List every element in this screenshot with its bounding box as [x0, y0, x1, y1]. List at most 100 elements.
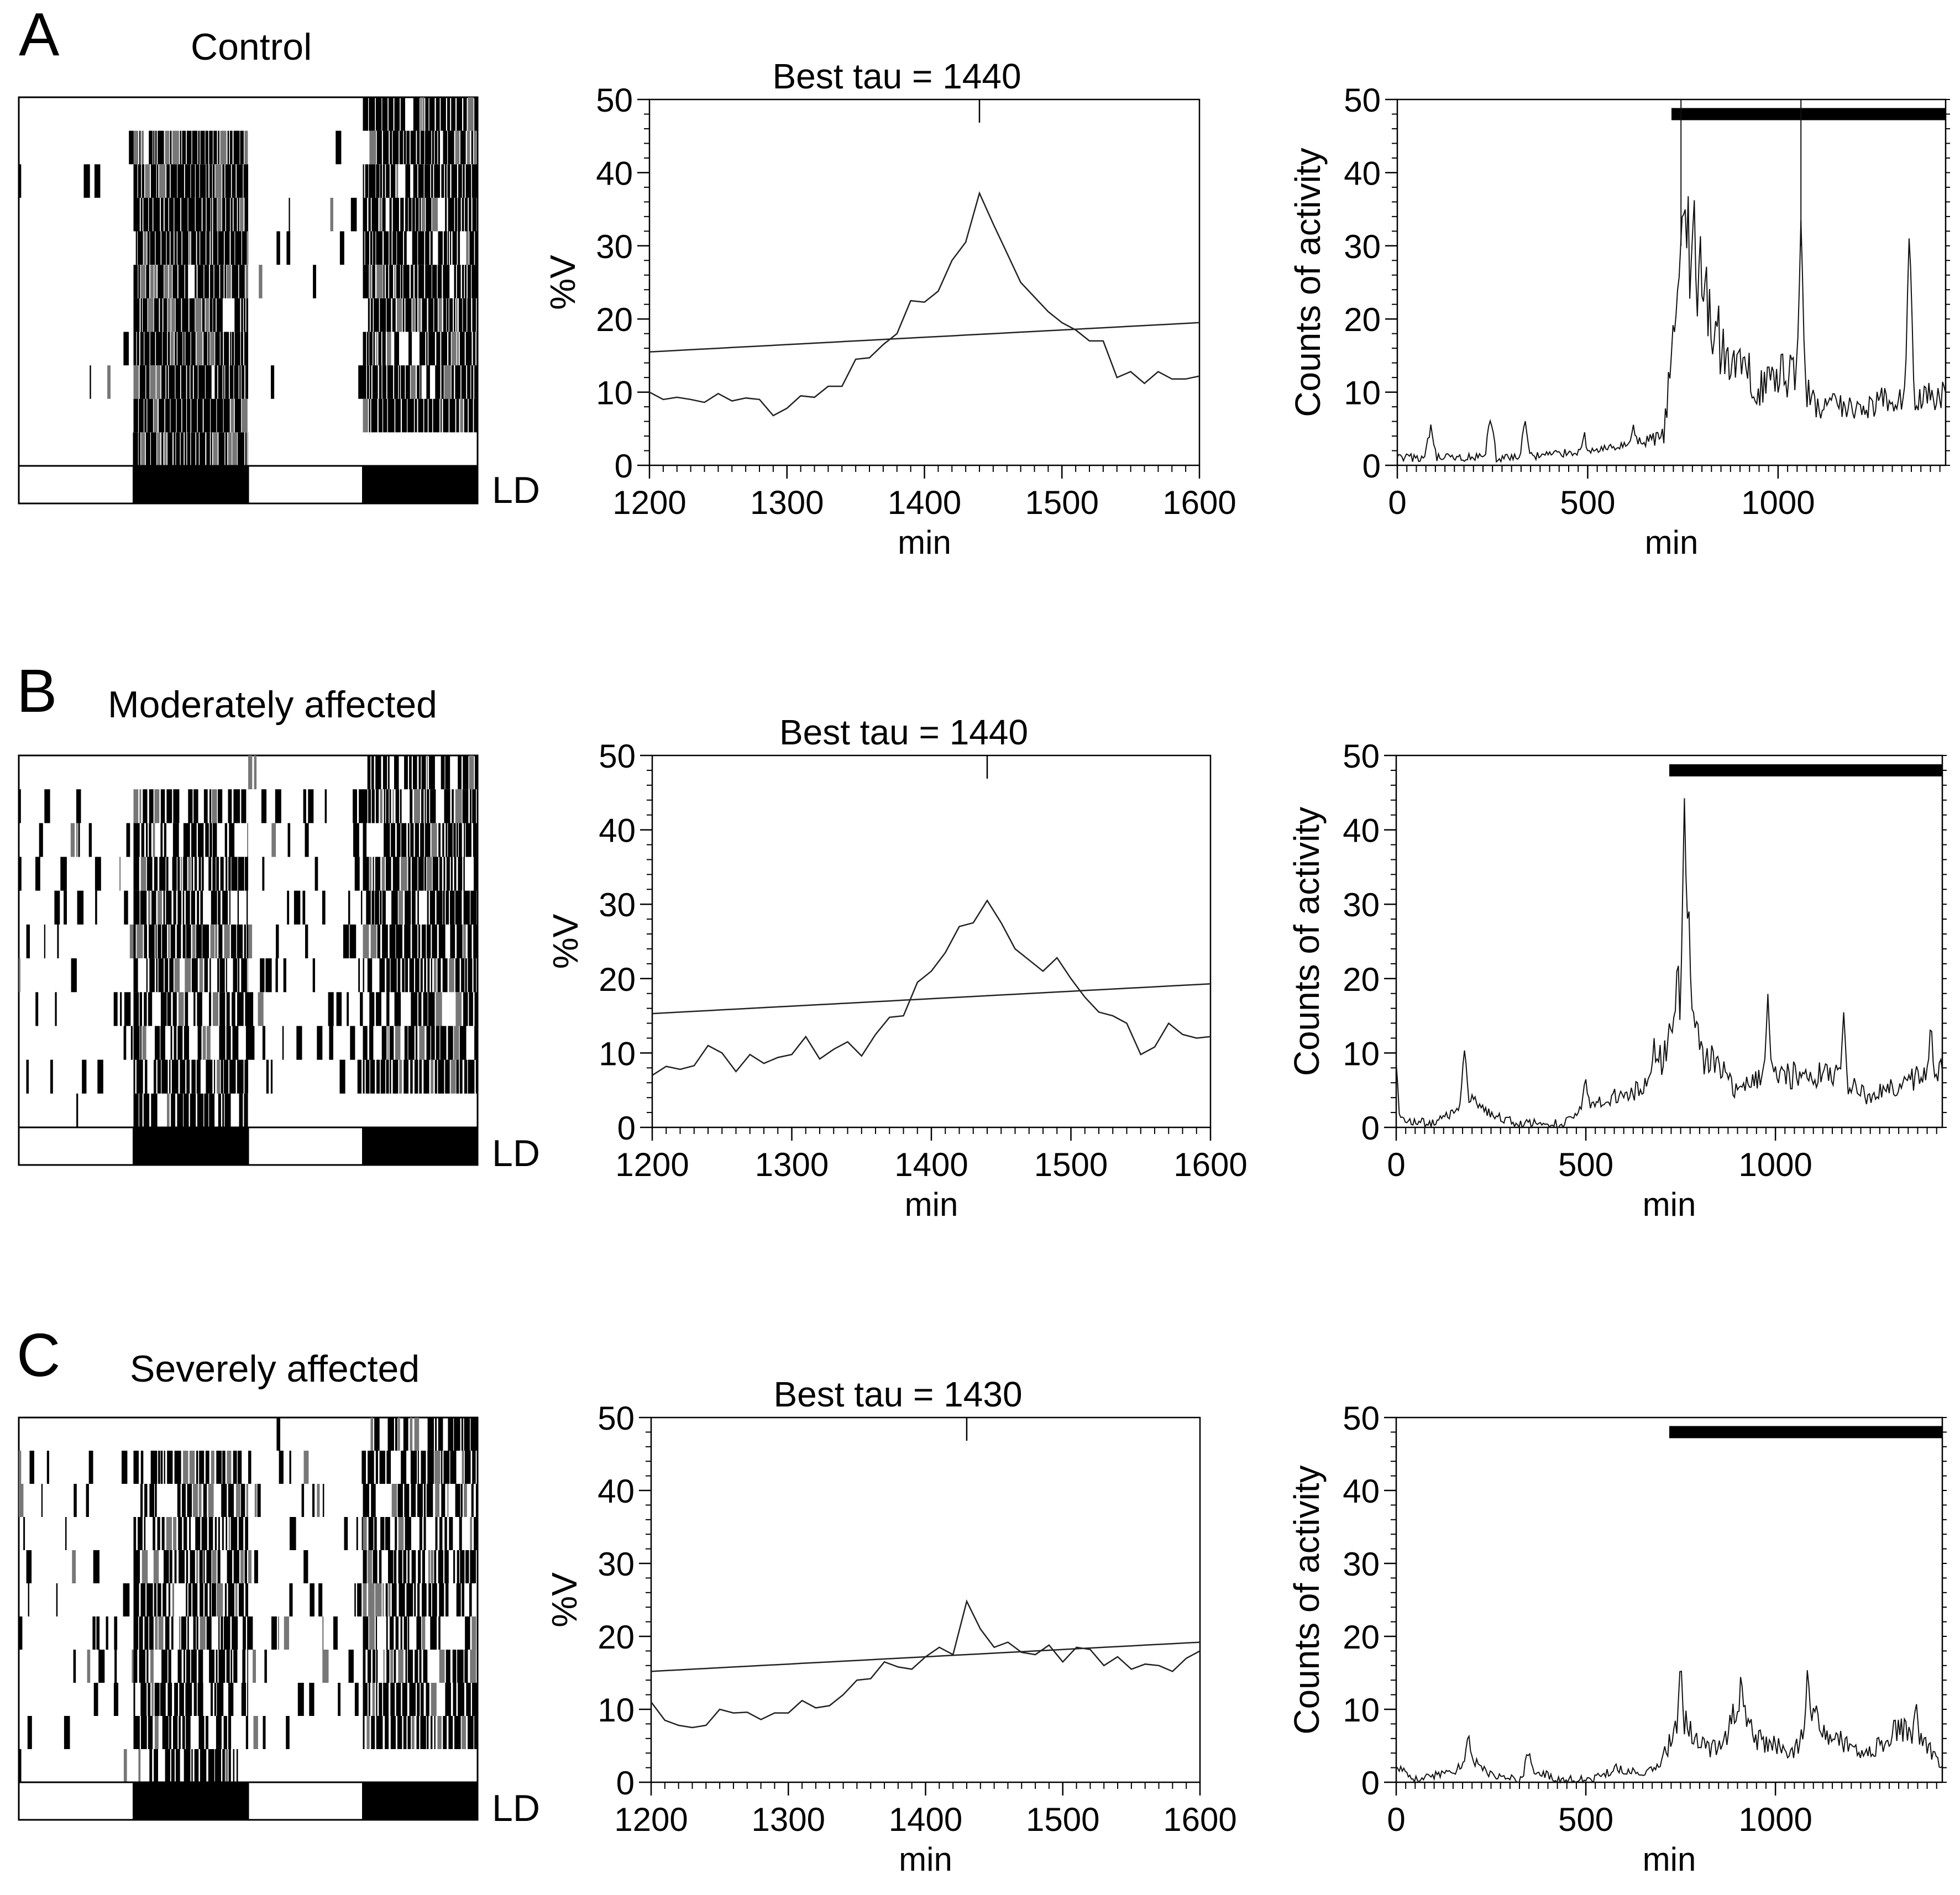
actogram-activity-bar [471, 265, 478, 298]
actogram-activity-bar [237, 1451, 242, 1484]
actogram-activity-bar [309, 1683, 315, 1716]
x-tick-label: 1500 [1034, 1146, 1108, 1183]
actogram-activity-bar [206, 231, 210, 265]
actogram-activity-bar [349, 924, 357, 959]
actogram-activity-bar [386, 1451, 391, 1484]
actogram-activity-bar [363, 1451, 366, 1484]
actogram-activity-bar [140, 265, 145, 298]
actogram-activity-bar [200, 164, 206, 198]
actogram-activity-bar [475, 1059, 478, 1094]
actogram-activity-bar [248, 1026, 255, 1060]
actogram-activity-bar [423, 1059, 429, 1094]
actogram-activity-bar [379, 197, 382, 232]
y-axis-label: %V [543, 255, 583, 310]
actogram-activity-bar [180, 1059, 186, 1094]
actogram-activity-bar [391, 823, 395, 857]
actogram-activity-bar [418, 298, 421, 332]
actogram-activity-bar [133, 1550, 140, 1583]
actogram-activity-bar [339, 1059, 345, 1094]
actogram-activity-bar [431, 1716, 433, 1749]
y-tick-label: 20 [1343, 961, 1380, 998]
actogram-activity-bar [226, 958, 227, 993]
actogram-activity-bar [399, 365, 400, 399]
actogram-activity-bar [190, 1550, 195, 1583]
actogram-activity-bar [195, 1517, 201, 1550]
actogram-activity-bar [211, 432, 212, 466]
actogram-activity-bar [360, 992, 363, 1026]
actogram-activity-bar [469, 1583, 472, 1616]
actogram-activity-bar [209, 1093, 215, 1127]
actogram-activity-bar [165, 1616, 170, 1650]
x-tick-label: 1400 [894, 1146, 968, 1183]
actogram-activity-bar [211, 890, 217, 925]
actogram-activity-bar [271, 1616, 277, 1650]
actogram-activity-bar [398, 1550, 402, 1583]
actogram-activity-bar [460, 130, 466, 165]
actogram-activity-bar [476, 332, 478, 366]
actogram-activity-bar [401, 823, 407, 857]
actogram-activity-bar [396, 1683, 401, 1716]
actogram-activity-bar [438, 924, 446, 959]
actogram-activity-bar [386, 1650, 390, 1683]
actogram-activity-bar [405, 890, 411, 925]
actogram-activity-bar [133, 1616, 139, 1650]
actogram-activity-bar [322, 890, 326, 925]
actogram-activity-bar [336, 130, 342, 165]
actogram-activity-bar [133, 1650, 138, 1683]
actogram-activity-bar [464, 1484, 467, 1517]
actogram-activity-bar [189, 1517, 191, 1550]
actogram-activity-bar [142, 130, 144, 165]
actogram-activity-bar [371, 755, 374, 790]
actogram-activity-bar [376, 1059, 380, 1094]
actogram-activity-bar [411, 1550, 416, 1583]
actogram-activity-bar [156, 332, 163, 366]
actogram-activity-bar [254, 1550, 258, 1583]
actogram-activity-bar [122, 1451, 128, 1484]
actogram-activity-bar [467, 265, 471, 298]
actogram-activity-bar [454, 265, 456, 298]
actogram-activity-bar [247, 1650, 248, 1683]
actogram-activity-bar [182, 298, 188, 332]
actogram-activity-bar [403, 265, 410, 298]
actogram-activity-bar [149, 130, 153, 165]
actogram-activity-bar [178, 265, 185, 298]
actogram-activity-bar [458, 857, 463, 891]
actogram-activity-bar [472, 1683, 478, 1716]
actogram-activity-bar [185, 265, 188, 298]
actogram-activity-bar [450, 890, 455, 925]
actogram-activity-bar [466, 231, 469, 265]
actogram-activity-bar [403, 1616, 407, 1650]
actogram-activity-bar [428, 1550, 431, 1583]
actogram-activity-bar [217, 958, 219, 993]
x-tick-label: 1600 [1163, 1801, 1236, 1838]
actogram-activity-bar [318, 1583, 323, 1616]
actogram-activity-bar [196, 1550, 198, 1583]
actogram-activity-bar [187, 1616, 189, 1650]
actogram-activity-bar [188, 1583, 192, 1616]
actogram-activity-bar [141, 432, 145, 466]
actogram-activity-bar [462, 197, 464, 232]
actogram-activity-bar [198, 1484, 202, 1517]
actogram-activity-bar [174, 1550, 177, 1583]
actogram-activity-bar [234, 398, 242, 433]
actogram-activity-bar [450, 857, 453, 891]
actogram-activity-bar [224, 1616, 230, 1650]
actogram-activity-bar [150, 365, 156, 399]
actogram-activity-bar [389, 789, 391, 823]
actogram-activity-bar [173, 789, 180, 823]
actogram-activity-bar [230, 1517, 238, 1550]
actogram-activity-bar [163, 890, 165, 925]
actogram-activity-bar [237, 1059, 244, 1094]
actogram-b [18, 754, 479, 1166]
actogram-activity-bar [303, 1550, 308, 1583]
actogram-activity-bar [420, 130, 425, 165]
actogram-activity-bar [226, 197, 230, 232]
actogram-activity-bar [455, 130, 460, 165]
actogram-activity-bar [82, 1059, 87, 1094]
actogram-activity-bar [217, 1683, 224, 1716]
activity-trace [1396, 1670, 1943, 1784]
actogram-activity-bar [453, 1683, 457, 1716]
actogram-activity-bar [441, 97, 446, 131]
actogram-activity-bar [191, 890, 195, 925]
actogram-activity-bar [177, 164, 184, 198]
